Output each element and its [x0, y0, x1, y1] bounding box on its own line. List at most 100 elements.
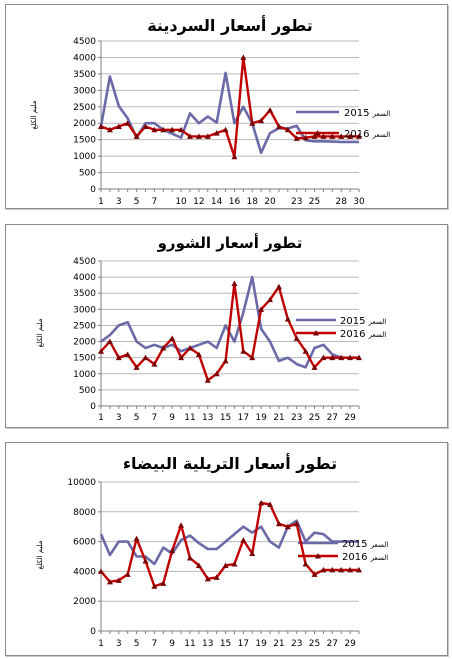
data-point-2016 [311, 364, 318, 370]
y-tick-label: 0 [90, 402, 96, 412]
x-tick-label: 5 [134, 639, 140, 649]
data-point-2016 [258, 306, 265, 312]
data-point-2016 [267, 107, 274, 113]
x-tick-label: 5 [134, 197, 140, 207]
x-tick-label: 9 [169, 413, 175, 423]
x-tick-label: 13 [202, 639, 213, 649]
y-tick-label: 4500 [73, 257, 96, 267]
data-point-2016 [347, 354, 354, 361]
chart-sardine: تطور أسعار السردينة 0 500 1000 1500 2000 2500 3… [30, 15, 391, 207]
y-tick-label: 2000 [73, 338, 96, 348]
data-point-2016 [329, 133, 336, 139]
y-tick-label: 3000 [73, 305, 96, 315]
legend-marker-2016 [314, 130, 321, 136]
data-point-2016 [222, 562, 229, 568]
x-tick-label: 7 [152, 197, 158, 207]
data-point-2016 [275, 123, 282, 130]
x-tick-label: 1 [98, 197, 104, 207]
data-point-2016 [293, 135, 300, 141]
data-point-2016 [275, 520, 282, 527]
data-point-2016 [133, 364, 140, 370]
x-tick-label: 5 [134, 413, 140, 423]
legend-word: السعر [372, 131, 391, 139]
x-tick-label: 21 [273, 413, 284, 423]
data-point-2016 [115, 123, 122, 130]
data-point-2016 [356, 354, 362, 361]
x-tick-label: 15 [220, 639, 231, 649]
data-point-2016 [311, 133, 318, 139]
series-line-2015 [99, 71, 359, 155]
data-point-2016 [142, 123, 149, 130]
legend-year: 2016 [340, 329, 365, 340]
data-point-2016 [195, 562, 202, 568]
data-point-2016 [240, 54, 247, 60]
data-point-2016 [284, 316, 291, 322]
legend-word: السعر [368, 331, 387, 339]
legend-word: السعر [370, 541, 389, 549]
y-tick-label: 3000 [73, 86, 96, 96]
y-axis-label: مليم الكلغ [36, 540, 44, 569]
data-point-2016 [284, 126, 291, 133]
y-tick-label: 0 [90, 627, 96, 637]
legend-marker-2016 [313, 330, 319, 336]
x-tick-label: 23 [291, 413, 302, 423]
x-tick-label: 12 [193, 197, 204, 207]
data-point-2016 [124, 120, 131, 126]
data-point-2016 [338, 566, 345, 573]
data-point-2016 [329, 354, 336, 361]
data-point-2016 [115, 577, 122, 583]
data-point-2016 [213, 574, 220, 580]
chart-title: تطور أسعار التريلية البيضاء [123, 453, 337, 473]
x-tick-label: 14 [211, 197, 223, 207]
data-point-2016 [258, 117, 265, 124]
x-tick-label: 10 [175, 197, 187, 207]
data-point-2016 [178, 354, 185, 361]
chart-title: تطور أسعار الشورو [157, 233, 303, 252]
data-point-2016 [195, 133, 202, 139]
data-point-2016 [347, 133, 354, 139]
data-point-2016 [98, 348, 104, 354]
y-tick-label: 500 [79, 386, 96, 396]
data-point-2016 [186, 345, 193, 351]
y-axis-label: مليم الكلغ [30, 100, 38, 129]
x-tick-label: 3 [116, 197, 122, 207]
y-axis-label: مليم الكلغ [36, 318, 44, 347]
data-point-2016 [178, 522, 185, 528]
data-point-2016 [320, 566, 327, 573]
y-tick-label: 2500 [73, 103, 96, 113]
data-point-2016 [213, 130, 220, 136]
x-tick-label: 13 [202, 413, 213, 423]
data-point-2016 [133, 535, 140, 542]
data-point-2016 [98, 123, 104, 130]
y-tick-label: 1000 [73, 370, 96, 380]
legend-label-2015: السعر 2015 [340, 316, 386, 327]
y-tick-label: 4000 [73, 567, 96, 577]
legend-word: السعر [368, 318, 387, 326]
y-tick-label: 3500 [73, 70, 96, 80]
data-point-2016 [320, 133, 327, 139]
x-tick-label: 3 [116, 639, 122, 649]
x-tick-label: 1 [98, 639, 104, 649]
x-tick-label: 19 [255, 639, 267, 649]
legend-label-2016: السعر 2016 [340, 329, 386, 340]
x-tick-label: 3 [116, 413, 122, 423]
x-tick-label: 18 [247, 197, 259, 207]
chart-title: تطور أسعار السردينة [147, 15, 313, 35]
data-point-2016 [142, 557, 149, 564]
data-point-2016 [204, 575, 211, 582]
data-point-2016 [160, 580, 167, 586]
x-tick-label: 29 [344, 639, 356, 649]
y-tick-label: 8000 [73, 508, 96, 518]
y-tick-label: 4000 [73, 53, 96, 63]
chart-white-trilia: تطور أسعار التريلية البيضاء 0 2000 4000 6000… [36, 453, 389, 649]
data-point-2016 [338, 133, 345, 139]
data-point-2016 [356, 133, 362, 139]
y-tick-label: 1500 [73, 136, 96, 146]
data-point-2016 [302, 560, 309, 567]
data-point-2016 [160, 345, 167, 351]
data-point-2016 [186, 133, 193, 139]
x-tick-label: 29 [344, 413, 356, 423]
data-point-2016 [302, 348, 309, 354]
data-point-2016 [222, 126, 229, 133]
data-point-2016 [169, 335, 176, 341]
